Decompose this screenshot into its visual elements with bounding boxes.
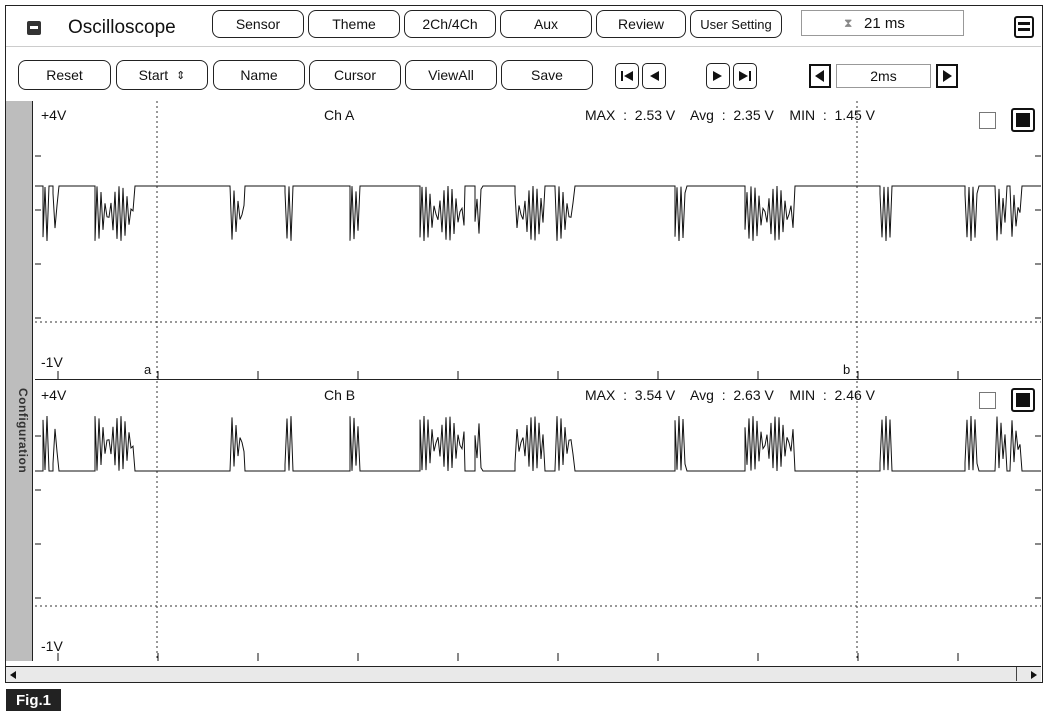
channel-b-stats: MAX : 3.54 V Avg : 2.63 V MIN : 2.46 V: [585, 387, 875, 403]
channel-b-panel: +4V Ch B MAX : 3.54 V Avg : 2.63 V MIN :…: [35, 381, 1041, 661]
channel-a-stats: MAX : 2.53 V Avg : 2.35 V MIN : 1.45 V: [585, 107, 875, 123]
review-button[interactable]: Review: [596, 10, 686, 38]
channel-a-checkbox[interactable]: [979, 112, 996, 129]
timebase-decrease-button[interactable]: [809, 64, 831, 88]
configuration-sidebar[interactable]: Configuration: [6, 101, 33, 661]
save-button[interactable]: Save: [501, 60, 593, 90]
first-frame-button[interactable]: [615, 63, 639, 89]
user-setting-button[interactable]: User Setting: [690, 10, 782, 38]
skip-start-icon: [621, 71, 633, 81]
updown-arrow-icon: ⇕: [176, 69, 186, 82]
channel-b-top-scale: +4V: [41, 387, 67, 403]
step-back-icon: [650, 71, 659, 81]
channel-b-maximize-icon[interactable]: [1011, 388, 1035, 412]
scroll-left-icon[interactable]: [8, 668, 18, 680]
channel-b-waveform: [35, 415, 1041, 472]
channel-a-grid: [35, 101, 1041, 379]
layout-toggle-icon[interactable]: [1014, 16, 1034, 38]
cursor-button[interactable]: Cursor: [309, 60, 401, 90]
channel-a-plot[interactable]: [35, 101, 1041, 379]
channel-b-name: Ch B: [324, 387, 356, 403]
start-select[interactable]: Start ⇕: [116, 60, 208, 90]
timebase-increase-button[interactable]: [936, 64, 958, 88]
aux-button[interactable]: Aux: [500, 10, 592, 38]
prev-frame-button[interactable]: [642, 63, 666, 89]
step-forward-icon: [713, 71, 722, 81]
sensor-button[interactable]: Sensor: [212, 10, 304, 38]
channel-a-name: Ch A: [324, 107, 355, 123]
last-frame-button[interactable]: [733, 63, 757, 89]
viewall-button[interactable]: ViewAll: [405, 60, 497, 90]
channel-a-panel: +4V Ch A MAX : 2.53 V Avg : 2.35 V MIN :…: [35, 101, 1041, 380]
channel-b-bottom-scale: -1V: [41, 638, 63, 654]
triangle-right-icon: [943, 70, 952, 82]
configuration-label: Configuration: [16, 388, 30, 474]
channel-b-checkbox[interactable]: [979, 392, 996, 409]
reset-button[interactable]: Reset: [18, 60, 111, 90]
cursor-a-label: a: [144, 362, 152, 377]
cursor-b-label: b: [843, 362, 851, 377]
app-title: Oscilloscope: [68, 17, 176, 38]
scroll-right-icon[interactable]: [1029, 668, 1039, 680]
triangle-left-icon: [815, 70, 824, 82]
timebase-value: 2ms: [836, 64, 931, 88]
channel-a-bottom-scale: -1V: [41, 354, 63, 370]
name-button[interactable]: Name: [213, 60, 305, 90]
timer-value: 21 ms: [864, 15, 905, 32]
channel-b-plot[interactable]: [35, 381, 1041, 661]
channel-a-top-scale: +4V: [41, 107, 67, 123]
horizontal-scrollbar[interactable]: [6, 666, 1041, 682]
toolbar-divider: [6, 46, 1041, 47]
skip-end-icon: [739, 71, 751, 81]
figure-label: Fig.1: [6, 689, 61, 711]
channel-a-waveform: [35, 185, 1041, 242]
channel-a-maximize-icon[interactable]: [1011, 108, 1035, 132]
hourglass-icon: ⧗: [844, 16, 853, 30]
oscilloscope-window: Oscilloscope Sensor Theme 2Ch/4Ch Aux Re…: [5, 5, 1043, 683]
channel-mode-button[interactable]: 2Ch/4Ch: [404, 10, 496, 38]
timer-display: ⧗ 21 ms: [801, 10, 964, 36]
window-menu-icon[interactable]: [27, 21, 41, 35]
next-frame-button[interactable]: [706, 63, 730, 89]
start-label: Start: [138, 67, 169, 83]
scrollbar-divider: [1016, 667, 1017, 681]
channel-b-grid: [35, 381, 1041, 661]
theme-button[interactable]: Theme: [308, 10, 400, 38]
